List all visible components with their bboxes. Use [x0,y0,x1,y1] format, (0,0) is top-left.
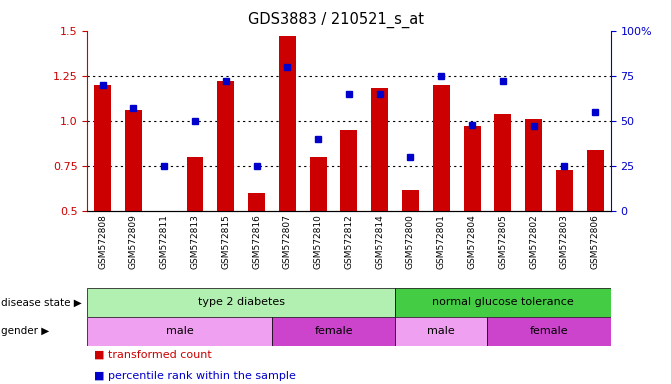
Text: normal glucose tolerance: normal glucose tolerance [432,297,574,308]
Bar [87,288,395,317]
Bar [487,317,611,346]
Bar [402,190,419,211]
Bar [248,193,265,211]
Bar [309,157,327,211]
Text: gender ▶: gender ▶ [1,326,50,336]
Text: female: female [529,326,568,336]
Text: male: male [166,326,193,336]
Text: male: male [427,326,455,336]
Bar [340,130,358,211]
Bar [217,81,234,211]
Bar [87,317,272,346]
Bar [395,288,611,317]
Bar [495,114,511,211]
Bar [433,85,450,211]
Bar [94,85,111,211]
Bar [525,119,542,211]
Text: female: female [314,326,353,336]
Text: ■ percentile rank within the sample: ■ percentile rank within the sample [94,371,296,381]
Text: type 2 diabetes: type 2 diabetes [198,297,285,308]
Text: ■ transformed count: ■ transformed count [94,349,211,359]
Bar [586,150,604,211]
Bar [125,110,142,211]
Bar [395,317,487,346]
Text: disease state ▶: disease state ▶ [1,297,82,308]
Text: GDS3883 / 210521_s_at: GDS3883 / 210521_s_at [248,12,423,28]
Bar [556,170,573,211]
Bar [279,36,296,211]
Bar [464,126,480,211]
Bar [272,317,395,346]
Bar [187,157,203,211]
Bar [371,88,388,211]
